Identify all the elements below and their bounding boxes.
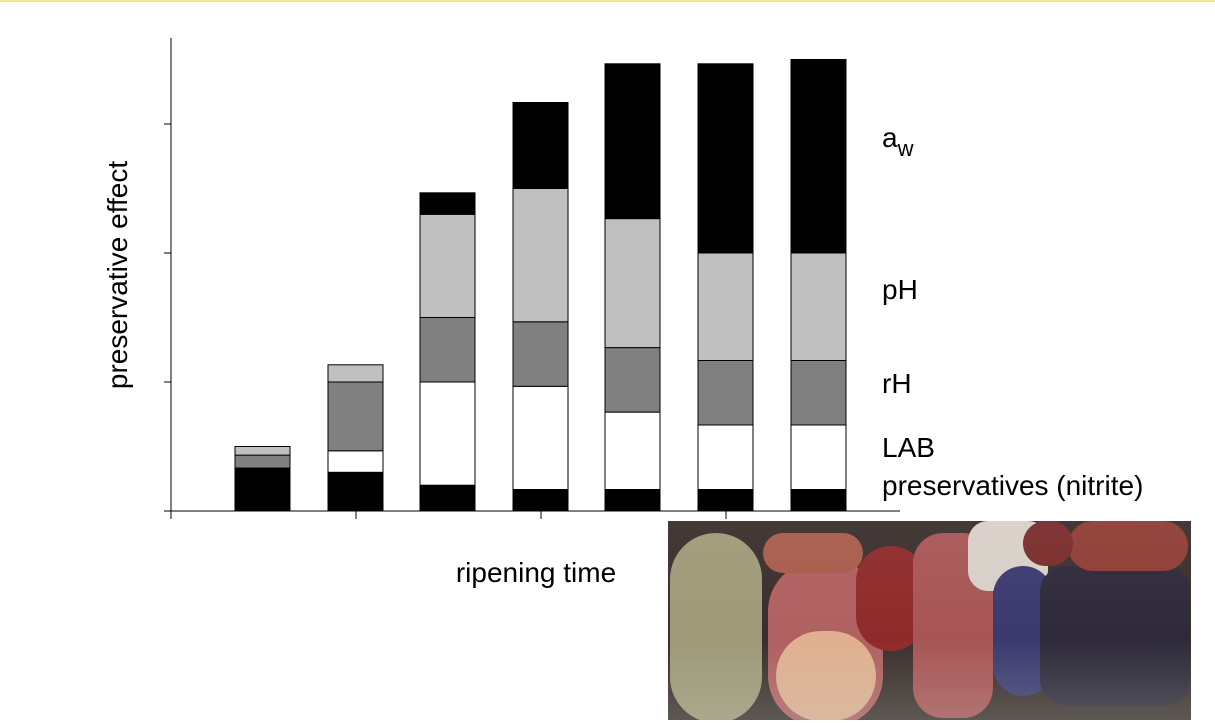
bar-segment-rh-4 bbox=[512, 321, 569, 387]
bar-segment-rh-5 bbox=[604, 347, 661, 413]
series-label-ph: pH bbox=[882, 274, 918, 305]
bar-segment-rh-1 bbox=[234, 454, 291, 469]
bar-segment-nitrite-4 bbox=[512, 489, 569, 512]
bar-segment-rh-6 bbox=[697, 360, 754, 426]
bar-segment-ph-3 bbox=[419, 213, 476, 318]
bar-segment-lab-4 bbox=[512, 385, 569, 490]
chart-bars bbox=[234, 59, 847, 512]
bar-segment-nitrite-6 bbox=[697, 489, 754, 512]
x-axis-label: ripening time bbox=[455, 557, 617, 588]
bar-segment-ph-6 bbox=[697, 252, 754, 361]
bar-segment-nitrite-5 bbox=[604, 489, 661, 512]
y-axis-label: preservative effect bbox=[102, 160, 133, 390]
bar-segment-ph-4 bbox=[512, 188, 569, 323]
series-label-aw: aw bbox=[882, 122, 914, 161]
series-label-rh: rH bbox=[882, 368, 912, 399]
bar-segment-lab-6 bbox=[697, 424, 754, 490]
bar-segment-rh-7 bbox=[790, 360, 847, 426]
series-label-nitrite: preservatives (nitrite) bbox=[882, 470, 1144, 501]
header-rule bbox=[0, 0, 1215, 2]
bar-segment-lab-5 bbox=[604, 411, 661, 491]
bar-segment-rh-3 bbox=[419, 317, 476, 383]
bar-segment-lab-3 bbox=[419, 381, 476, 486]
bar-segment-aw-4 bbox=[512, 102, 569, 189]
bar-segment-ph-1 bbox=[234, 446, 291, 456]
bar-segment-nitrite-1 bbox=[234, 467, 291, 512]
bar-segment-nitrite-2 bbox=[327, 471, 384, 512]
bar-segment-lab-7 bbox=[790, 424, 847, 490]
bar-segment-aw-6 bbox=[697, 63, 754, 254]
bar-segment-nitrite-7 bbox=[790, 489, 847, 512]
bar-segment-rh-2 bbox=[327, 381, 384, 452]
bar-segment-aw-5 bbox=[604, 63, 661, 220]
bar-segment-aw-7 bbox=[790, 59, 847, 254]
bar-segment-lab-2 bbox=[327, 450, 384, 473]
series-label-lab: LAB bbox=[882, 432, 935, 463]
bar-segment-aw-3 bbox=[419, 192, 476, 215]
bar-segment-ph-5 bbox=[604, 218, 661, 349]
bar-segment-ph-7 bbox=[790, 252, 847, 361]
cured-sausages-photo bbox=[668, 521, 1191, 720]
bar-segment-ph-2 bbox=[327, 364, 384, 383]
bar-segment-nitrite-3 bbox=[419, 484, 476, 512]
